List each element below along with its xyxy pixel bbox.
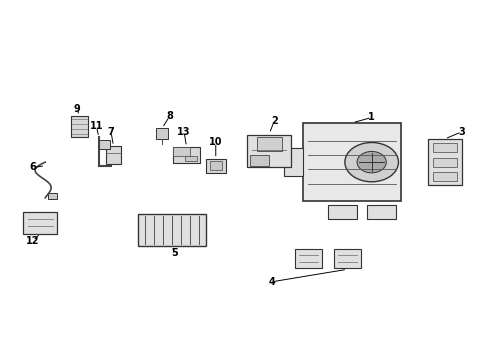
Bar xyxy=(210,161,222,170)
Bar xyxy=(173,147,200,163)
Text: 12: 12 xyxy=(26,236,40,246)
Bar xyxy=(428,139,462,185)
Bar xyxy=(250,155,270,166)
Text: 5: 5 xyxy=(171,248,178,258)
Bar xyxy=(71,116,88,137)
Bar xyxy=(48,193,57,199)
Text: 7: 7 xyxy=(108,127,114,137)
Bar xyxy=(367,205,396,219)
Bar xyxy=(433,143,457,152)
Text: 6: 6 xyxy=(30,162,36,172)
Bar xyxy=(334,249,361,269)
Circle shape xyxy=(345,143,398,182)
Text: 4: 4 xyxy=(269,277,275,287)
Text: 9: 9 xyxy=(74,104,80,113)
Text: 8: 8 xyxy=(166,111,173,121)
Bar xyxy=(185,156,197,161)
Bar xyxy=(173,147,190,156)
Bar xyxy=(24,212,57,234)
Text: 10: 10 xyxy=(209,138,222,148)
Text: 2: 2 xyxy=(271,116,278,126)
Text: 13: 13 xyxy=(177,127,191,137)
Bar xyxy=(284,148,303,176)
Bar xyxy=(257,137,282,152)
Text: 1: 1 xyxy=(368,112,375,122)
Bar xyxy=(433,172,457,181)
Bar xyxy=(98,140,110,149)
Bar xyxy=(328,205,357,219)
Bar xyxy=(156,128,168,139)
Bar xyxy=(295,249,322,269)
Circle shape xyxy=(357,152,386,173)
Bar xyxy=(106,146,121,164)
Bar xyxy=(138,214,206,246)
Bar xyxy=(433,158,457,167)
Bar xyxy=(303,123,401,202)
Bar xyxy=(247,135,291,167)
Text: 3: 3 xyxy=(459,127,465,137)
Bar xyxy=(206,158,225,173)
Text: 11: 11 xyxy=(90,121,103,131)
